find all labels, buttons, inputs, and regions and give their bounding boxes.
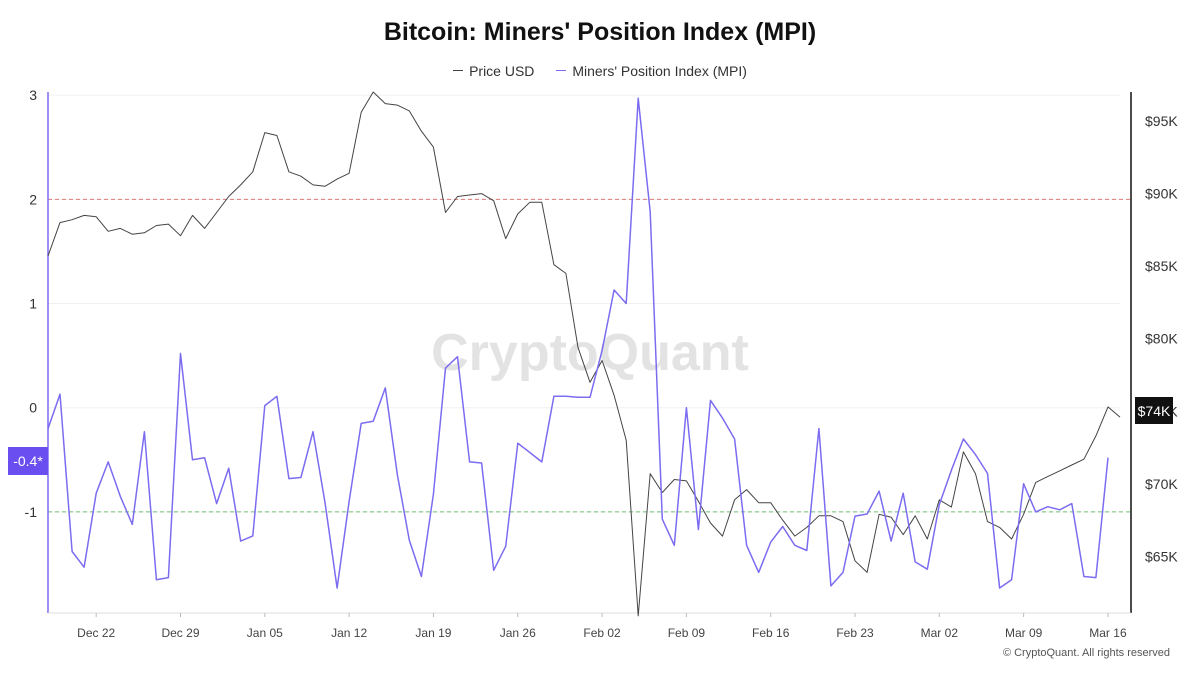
right-tick-label: $80K xyxy=(1145,331,1178,347)
right-tick-label: $65K xyxy=(1145,548,1178,564)
legend-label-mpi: Miners' Position Index (MPI) xyxy=(572,62,747,79)
right-tick-label: $95K xyxy=(1145,113,1178,129)
x-tick-label: Mar 09 xyxy=(1005,626,1043,640)
x-tick-label: Dec 22 xyxy=(77,626,115,640)
mpi-line xyxy=(47,97,1109,589)
x-tick-label: Mar 02 xyxy=(921,626,959,640)
left-tick-label: 2 xyxy=(29,191,37,207)
x-tick-label: Jan 05 xyxy=(247,626,283,640)
x-tick-label: Jan 26 xyxy=(500,626,536,640)
x-tick-label: Jan 19 xyxy=(415,626,451,640)
x-tick-label: Dec 29 xyxy=(161,626,199,640)
mpi-current-badge xyxy=(8,447,48,475)
x-tick-label: Feb 02 xyxy=(583,626,621,640)
right-tick-label: $70K xyxy=(1145,476,1178,492)
x-tick-label: Feb 09 xyxy=(668,626,706,640)
x-tick-label: Jan 12 xyxy=(331,626,367,640)
legend-item-price[interactable]: Price USD xyxy=(453,63,534,79)
chart-title: Bitcoin: Miners' Position Index (MPI) xyxy=(383,18,817,46)
legend: Price USD Miners' Position Index (MPI) xyxy=(0,58,1200,79)
legend-swatch-price xyxy=(453,70,464,71)
left-tick-label: 3 xyxy=(29,87,37,103)
left-tick-label: -1 xyxy=(25,504,38,520)
legend-swatch-mpi xyxy=(556,70,567,71)
left-tick-label: 0 xyxy=(29,400,37,416)
x-tick-label: Feb 23 xyxy=(836,626,874,640)
legend-item-mpi[interactable]: Miners' Position Index (MPI) xyxy=(556,63,747,79)
legend-label-price: Price USD xyxy=(469,62,535,79)
price-current-badge xyxy=(1135,397,1173,424)
left-tick-label: 1 xyxy=(29,296,37,312)
copyright-footer: © CryptoQuant. All rights reserved xyxy=(1002,647,1170,659)
right-tick-label: $90K xyxy=(1145,186,1178,202)
watermark-text: CryptoQuant xyxy=(431,324,749,382)
right-tick-label: $85K xyxy=(1145,258,1178,274)
price-current-label: $74K xyxy=(1138,403,1171,419)
mpi-current-label: -0.4* xyxy=(13,453,43,469)
x-tick-label: Mar 16 xyxy=(1089,626,1127,640)
x-tick-label: Feb 16 xyxy=(752,626,790,640)
